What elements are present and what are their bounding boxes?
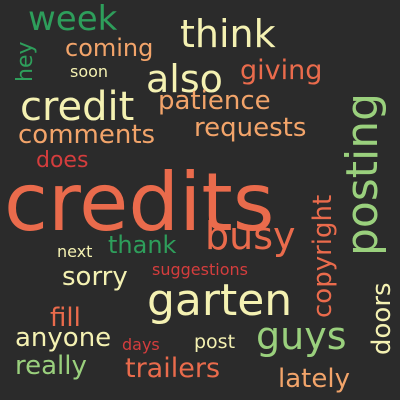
word-does: does <box>36 148 89 173</box>
word-next: next <box>57 242 93 261</box>
word-lately: lately <box>278 364 350 394</box>
word-credits: credits <box>4 156 275 249</box>
word-trailers: trailers <box>125 353 221 384</box>
word-coming: coming <box>65 34 154 62</box>
word-thank: thank <box>108 231 177 259</box>
word-giving: giving <box>240 55 323 86</box>
word-copyright: copyright <box>308 194 338 318</box>
word-patience: patience <box>158 86 271 116</box>
word-soon: soon <box>70 62 109 81</box>
word-garten: garten <box>147 275 293 326</box>
word-hey: hey <box>13 41 38 83</box>
word-requests: requests <box>194 113 307 143</box>
word-doors: doors <box>367 282 397 355</box>
word-post: post <box>194 331 236 353</box>
word-anyone: anyone <box>15 323 112 353</box>
word-sorry: sorry <box>62 262 128 292</box>
word-suggestions: suggestions <box>152 260 248 279</box>
word-credit: credit <box>20 84 135 130</box>
word-busy: busy <box>205 214 296 258</box>
word-really: really <box>15 351 87 381</box>
word-fill: fill <box>50 303 81 333</box>
word-think: think <box>180 12 276 56</box>
word-also: also <box>146 57 223 101</box>
word-guys: guys <box>256 314 347 358</box>
word-posting: posting <box>337 92 388 256</box>
word-days: days <box>122 335 160 354</box>
word-comments: comments <box>18 120 156 150</box>
word-week: week <box>28 0 118 39</box>
